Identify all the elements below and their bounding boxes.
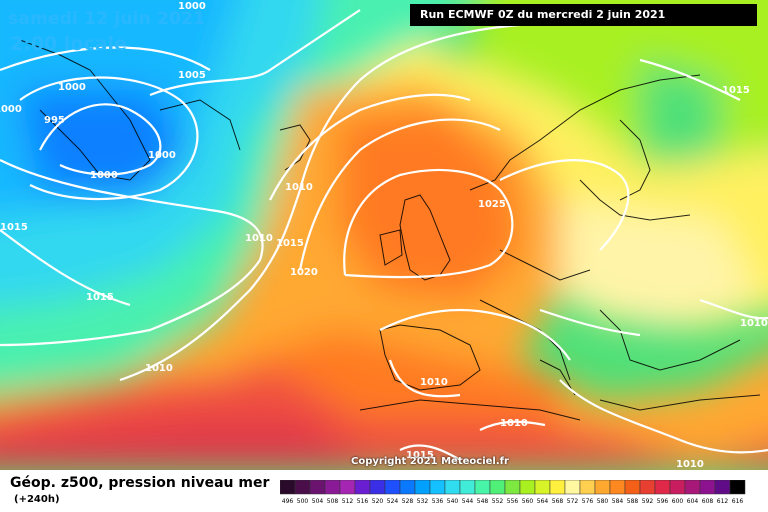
isobar-label: 1015 (276, 238, 304, 249)
legend-tick-label: 512 (342, 498, 354, 505)
run-info: Run ECMWF 0Z du mercredi 2 juin 2021 (410, 4, 757, 26)
legend-swatch (339, 480, 356, 495)
color-scale: 496 500 504 508 512 516 520 524 528 532 536 540 544 5… (280, 480, 746, 505)
isobar-label: 1000 (90, 170, 118, 181)
legend-tick-label: 588 (627, 498, 639, 505)
copyright: Copyright 2021 Meteociel.fr (351, 456, 509, 467)
legend-swatch (429, 480, 446, 495)
legend-swatch (714, 480, 731, 495)
legend-tick-label: 604 (687, 498, 699, 505)
legend-tick-label: 540 (447, 498, 459, 505)
geopotential-field: 1000 1005 1000 995 1000 1000 1000 1010 1… (0, 0, 768, 470)
legend-tick-label: 564 (537, 498, 549, 505)
legend-swatch (699, 480, 716, 495)
legend-tick-label: 500 (297, 498, 309, 505)
legend-tick-label: 544 (462, 498, 474, 505)
legend-swatch (294, 480, 311, 495)
isobar-label: 1000 (58, 82, 86, 93)
legend-tick-label: 552 (492, 498, 504, 505)
legend-swatch (384, 480, 401, 495)
legend-tick-label: 612 (717, 498, 729, 505)
legend-swatch (654, 480, 671, 495)
legend-swatch (729, 480, 746, 495)
legend-tick-label: 560 (522, 498, 534, 505)
isobar-label: 1010 (145, 363, 173, 374)
legend-tick-label: 580 (597, 498, 609, 505)
legend-tick-label: 608 (702, 498, 714, 505)
legend-tick-label: 576 (582, 498, 594, 505)
legend-swatch (369, 480, 386, 495)
isobar-label: 1020 (290, 267, 318, 278)
legend-swatch (399, 480, 416, 495)
legend-tick-label: 548 (477, 498, 489, 505)
isobar-label: 1010 (285, 182, 313, 193)
legend-tick-label: 532 (417, 498, 429, 505)
isobars (0, 9, 768, 461)
legend-swatch (324, 480, 341, 495)
isobar-label: 1010 (500, 418, 528, 429)
isobar-label: 995 (44, 115, 65, 126)
legend-swatch (489, 480, 506, 495)
legend-panel: Géop. z500, pression niveau mer (+240h) … (0, 470, 768, 512)
field-title: Géop. z500, pression niveau mer (10, 475, 270, 491)
legend-swatch (624, 480, 641, 495)
legend-tick-label: 524 (387, 498, 399, 505)
legend-tick-label: 616 (732, 498, 744, 505)
legend-tick-label: 516 (357, 498, 369, 505)
isobar-label: 1000 (0, 104, 22, 115)
forecast-date: samedi 12 juin 2021 (8, 9, 206, 29)
legend-tick-label: 568 (552, 498, 564, 505)
legend-swatch (474, 480, 491, 495)
legend-swatch (519, 480, 536, 495)
legend-tick-label: 596 (657, 498, 669, 505)
legend-tick-label: 508 (327, 498, 339, 505)
legend-swatch (459, 480, 476, 495)
isobar-label: 1015 (722, 85, 750, 96)
forecast-time: 2:00 locale (10, 33, 127, 55)
isobar-label: 1010 (676, 459, 704, 470)
legend-tick-label: 536 (432, 498, 444, 505)
legend-tick-label: 592 (642, 498, 654, 505)
coastlines (19, 39, 761, 421)
legend-swatch (354, 480, 371, 495)
legend-swatch (639, 480, 656, 495)
legend-tick-label: 504 (312, 498, 324, 505)
legend-swatch (579, 480, 596, 495)
legend-swatch (549, 480, 566, 495)
legend-swatch (564, 480, 581, 495)
legend-tick-label: 496 (282, 498, 294, 505)
isobar-label: 1025 (478, 199, 506, 210)
legend-tick-label: 572 (567, 498, 579, 505)
legend-tick-label: 584 (612, 498, 624, 505)
legend-swatch (609, 480, 626, 495)
legend-tick-label: 600 (672, 498, 684, 505)
legend-tick-label: 520 (372, 498, 384, 505)
isobar-label: 1005 (178, 70, 206, 81)
legend-swatch (594, 480, 611, 495)
legend-swatch (280, 480, 296, 495)
legend-swatch (534, 480, 551, 495)
isobar-label: 1010 (740, 318, 768, 329)
legend-swatch (309, 480, 326, 495)
isobar-labels: 1000 1005 1000 995 1000 1000 1000 1010 1… (0, 1, 768, 470)
isobar-label: 1010 (420, 377, 448, 388)
legend-swatch (504, 480, 521, 495)
isobar-label: 1015 (0, 222, 28, 233)
isobar-label: 1015 (406, 450, 434, 461)
forecast-map: 1000 1005 1000 995 1000 1000 1000 1010 1… (0, 0, 768, 470)
isobar-label: 1010 (245, 233, 273, 244)
legend-swatch (414, 480, 431, 495)
isobar-label: 1000 (178, 1, 206, 12)
legend-swatch (684, 480, 701, 495)
isobar-label: 1015 (86, 292, 114, 303)
legend-tick-label: 528 (402, 498, 414, 505)
legend-swatch (669, 480, 686, 495)
legend-swatch (444, 480, 461, 495)
lead-time: (+240h) (14, 494, 60, 505)
legend-tick-label: 556 (507, 498, 519, 505)
isobar-label: 1000 (148, 150, 176, 161)
